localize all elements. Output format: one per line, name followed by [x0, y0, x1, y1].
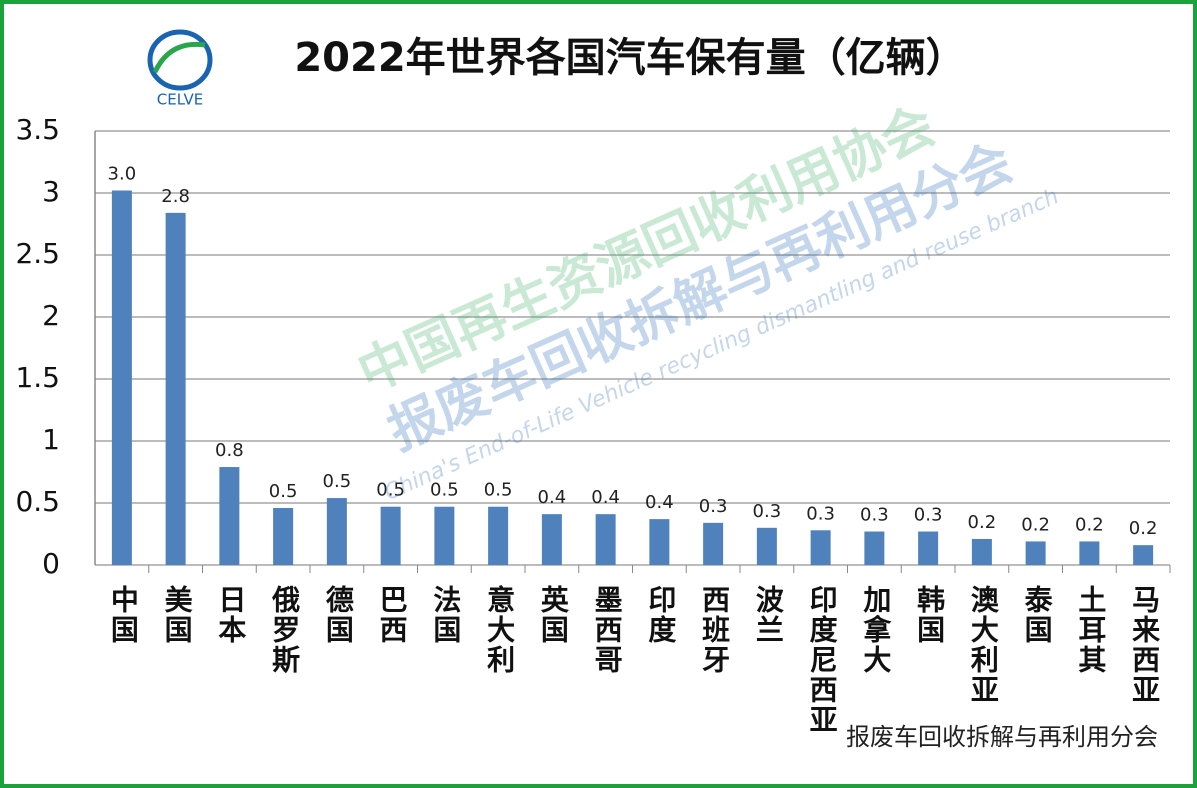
- chart-title: 2022年世界各国汽车保有量（亿辆）: [294, 35, 965, 81]
- value-label: 0.2: [1021, 514, 1050, 535]
- x-tick-label: 法国: [429, 585, 462, 645]
- value-label: 0.5: [484, 480, 513, 501]
- x-tick-label: 美国: [161, 585, 194, 645]
- bar: [541, 514, 562, 565]
- value-label: 0.5: [323, 471, 352, 492]
- value-label: 2.8: [161, 186, 190, 207]
- bar: [703, 522, 724, 565]
- x-tick-label: 中国: [107, 585, 140, 645]
- value-label: 0.2: [968, 512, 997, 533]
- value-label: 0.5: [269, 481, 298, 502]
- x-tick-label: 韩国: [913, 585, 946, 645]
- bar: [273, 507, 294, 565]
- value-label: 3.0: [108, 164, 137, 185]
- plot: 0 0.5 1 1.5 2 2.5 3 3.5 中国 3.0 美国 2.8 日本 0.8 俄罗斯 0.5 德国 0…: [15, 113, 1171, 735]
- bar: [1079, 541, 1100, 565]
- x-tick-label: 加拿大: [859, 585, 892, 675]
- bar: [219, 467, 240, 565]
- value-label: 0.5: [376, 480, 405, 501]
- x-tick-label: 澳大利亚: [967, 585, 1000, 705]
- x-tick-label: 土耳其: [1074, 585, 1107, 675]
- y-tick-label: 1.5: [15, 361, 60, 394]
- y-tick-label: 1: [42, 423, 60, 456]
- x-tick-label: 意大利: [483, 584, 516, 675]
- x-tick-label: 西班牙: [698, 585, 731, 675]
- x-tick-label: 德国: [322, 585, 355, 645]
- value-label: 0.4: [538, 487, 567, 508]
- bar: [810, 530, 831, 565]
- bar: [1133, 545, 1154, 565]
- footer: 报废车回收拆解与再利用分会: [846, 723, 1158, 751]
- bar: [649, 519, 670, 565]
- value-label: 0.2: [1129, 518, 1158, 539]
- value-label: 0.3: [914, 505, 943, 526]
- y-tick-label: 3: [42, 175, 60, 208]
- value-label: 0.4: [591, 487, 620, 508]
- logo: CELVE: [147, 29, 213, 109]
- value-label: 0.2: [1075, 514, 1104, 535]
- bar: [165, 212, 186, 565]
- x-tick-label: 俄罗斯: [268, 585, 301, 675]
- y-tick-label: 0.5: [15, 485, 60, 518]
- bar: [434, 506, 455, 565]
- bar: [864, 531, 885, 565]
- x-tick-label: 印度尼西亚: [806, 585, 839, 735]
- value-label: 0.3: [699, 496, 728, 517]
- value-label: 0.8: [215, 440, 244, 461]
- x-tick-label: 马来西亚: [1128, 585, 1161, 705]
- x-tick-label: 英国: [537, 585, 570, 645]
- y-tick-label: 0: [42, 547, 60, 580]
- bar: [326, 498, 347, 565]
- bar: [1025, 541, 1046, 565]
- x-tick-label: 泰国: [1021, 585, 1054, 645]
- logo-text: CELVE: [157, 91, 203, 109]
- value-label: 0.3: [860, 505, 889, 526]
- bar: [488, 506, 509, 565]
- y-tick-label: 3.5: [15, 113, 60, 146]
- value-label: 0.3: [753, 501, 782, 522]
- y-tick-label: 2: [42, 299, 60, 332]
- value-label: 0.5: [430, 480, 459, 501]
- value-label: 0.4: [645, 492, 674, 513]
- bar: [595, 514, 616, 565]
- x-tick-label: 印度: [644, 585, 677, 645]
- bar: [918, 531, 939, 565]
- x-tick-label: 波兰: [752, 585, 785, 645]
- bar: [380, 506, 401, 565]
- x-tick-label: 日本: [214, 585, 247, 645]
- y-tick-label: 2.5: [15, 237, 60, 270]
- bar: [756, 527, 777, 565]
- x-tick-label: 巴西: [376, 585, 409, 645]
- value-label: 0.3: [806, 503, 835, 524]
- bar: [111, 190, 132, 565]
- bar: [971, 538, 992, 565]
- x-tick-label: 墨西哥: [591, 585, 624, 675]
